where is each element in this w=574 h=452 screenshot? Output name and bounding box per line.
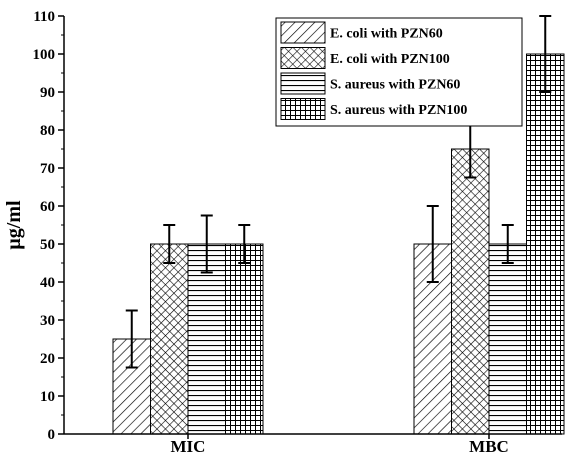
y-tick-label: 40 xyxy=(40,275,55,291)
y-tick-label: 70 xyxy=(40,161,55,177)
y-tick-label: 80 xyxy=(40,123,55,139)
bar-mbc-series-4 xyxy=(526,53,565,435)
legend-swatch-4 xyxy=(280,98,326,120)
x-tick-label-mic: MIC xyxy=(171,437,206,452)
x-tick-label-mbc: MBC xyxy=(469,437,509,452)
legend-swatch-2 xyxy=(280,47,326,69)
y-tick-label: 60 xyxy=(40,199,55,215)
y-tick-label: 20 xyxy=(40,351,55,367)
y-tick-label: 30 xyxy=(40,313,55,329)
y-tick-label: 110 xyxy=(33,9,55,25)
legend: E. coli with PZN60 E. coli with PZN100 S. … xyxy=(275,17,523,127)
bar-mic-series-4 xyxy=(225,243,264,435)
y-tick-label: 0 xyxy=(48,427,56,443)
legend-swatch-3 xyxy=(280,72,326,95)
bar-mbc-series-3 xyxy=(488,243,527,435)
y-tick-label: 50 xyxy=(40,237,55,253)
legend-label-1: E. coli with PZN60 xyxy=(330,27,443,42)
y-tick-label: 100 xyxy=(33,47,56,63)
bar-mic-series-2 xyxy=(150,243,189,435)
bars-layer xyxy=(112,15,565,435)
legend-label-3: S. aureus with PZN60 xyxy=(330,78,460,93)
y-axis-label: μg/ml xyxy=(3,200,25,250)
axes-layer: 0 10 20 30 40 50 60 70 80 90 100 110 MIC MBC μg/ml xyxy=(3,9,562,452)
legend-label-4: S. aureus with PZN100 xyxy=(330,103,467,118)
y-tick-label: 90 xyxy=(40,85,55,101)
legend-swatch-1 xyxy=(280,21,326,44)
y-tick-label: 10 xyxy=(40,389,55,405)
bar-mbc-series-2 xyxy=(451,148,490,435)
legend-label-2: E. coli with PZN100 xyxy=(330,52,450,67)
